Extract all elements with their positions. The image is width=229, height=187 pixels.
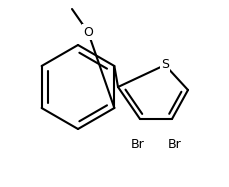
Text: S: S bbox=[160, 59, 168, 71]
Text: Br: Br bbox=[167, 139, 181, 151]
Text: O: O bbox=[83, 25, 93, 39]
Text: Br: Br bbox=[131, 139, 144, 151]
